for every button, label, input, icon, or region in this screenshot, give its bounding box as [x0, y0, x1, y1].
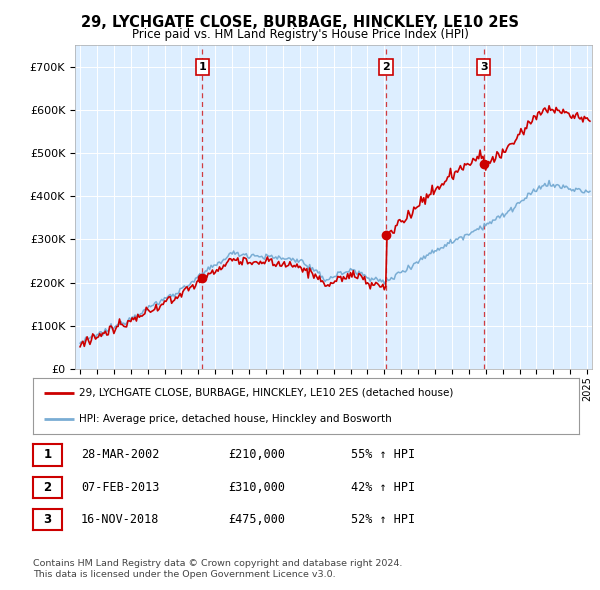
Text: 1: 1 [43, 448, 52, 461]
Text: 42% ↑ HPI: 42% ↑ HPI [351, 481, 415, 494]
Text: Price paid vs. HM Land Registry's House Price Index (HPI): Price paid vs. HM Land Registry's House … [131, 28, 469, 41]
Text: 3: 3 [480, 62, 488, 72]
Text: HPI: Average price, detached house, Hinckley and Bosworth: HPI: Average price, detached house, Hinc… [79, 414, 392, 424]
Text: 2: 2 [43, 481, 52, 494]
Text: 29, LYCHGATE CLOSE, BURBAGE, HINCKLEY, LE10 2ES: 29, LYCHGATE CLOSE, BURBAGE, HINCKLEY, L… [81, 15, 519, 30]
Text: 52% ↑ HPI: 52% ↑ HPI [351, 513, 415, 526]
Text: 55% ↑ HPI: 55% ↑ HPI [351, 448, 415, 461]
Text: This data is licensed under the Open Government Licence v3.0.: This data is licensed under the Open Gov… [33, 571, 335, 579]
Text: £310,000: £310,000 [228, 481, 285, 494]
Text: 07-FEB-2013: 07-FEB-2013 [81, 481, 160, 494]
Text: £210,000: £210,000 [228, 448, 285, 461]
Text: £475,000: £475,000 [228, 513, 285, 526]
Text: 16-NOV-2018: 16-NOV-2018 [81, 513, 160, 526]
Text: Contains HM Land Registry data © Crown copyright and database right 2024.: Contains HM Land Registry data © Crown c… [33, 559, 403, 568]
Text: 1: 1 [199, 62, 206, 72]
Text: 29, LYCHGATE CLOSE, BURBAGE, HINCKLEY, LE10 2ES (detached house): 29, LYCHGATE CLOSE, BURBAGE, HINCKLEY, L… [79, 388, 454, 398]
Text: 28-MAR-2002: 28-MAR-2002 [81, 448, 160, 461]
Text: 3: 3 [43, 513, 52, 526]
Text: 2: 2 [382, 62, 390, 72]
